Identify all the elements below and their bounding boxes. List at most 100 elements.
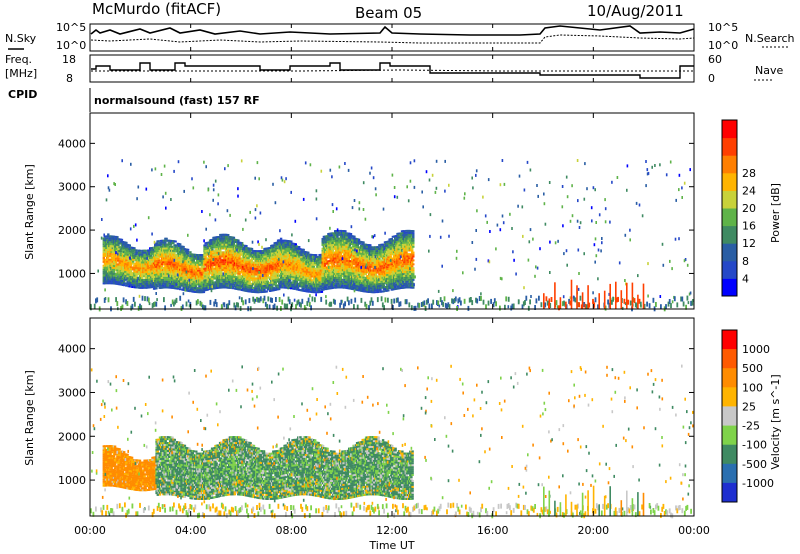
- power-cell: [324, 247, 328, 250]
- power-cell: [346, 265, 349, 268]
- power-cell: [213, 261, 216, 264]
- power-cell: [358, 242, 362, 245]
- power-cell: [157, 255, 160, 258]
- power-cell: [191, 267, 194, 270]
- power-cell: [108, 254, 111, 257]
- power-cell: [305, 265, 309, 268]
- power-cell: [300, 254, 303, 257]
- power-cell: [211, 279, 214, 282]
- power-cell: [242, 256, 246, 259]
- power-cell: [346, 281, 349, 284]
- power-cell: [157, 240, 160, 243]
- power-cell: [110, 254, 113, 257]
- power-cell: [164, 241, 167, 244]
- power-cell: [171, 245, 174, 248]
- power-cell: [355, 255, 358, 258]
- power-cell: [305, 253, 309, 256]
- power-cell: [157, 281, 160, 284]
- power-cell: [106, 237, 109, 240]
- power-cell: [288, 261, 292, 264]
- power-cell: [324, 252, 328, 255]
- power-cell: [287, 275, 291, 278]
- power-cell: [273, 261, 276, 264]
- power-cell: [125, 247, 128, 250]
- power-cell: [250, 284, 254, 287]
- power-cell: [172, 285, 175, 287]
- power-cell: [324, 266, 328, 269]
- power-cell: [154, 281, 157, 284]
- power-cell: [191, 265, 194, 268]
- power-cell: [268, 256, 272, 259]
- power-cell: [308, 271, 311, 274]
- power-cell: [199, 263, 202, 266]
- power-cell: [174, 256, 177, 259]
- power-cell: [206, 257, 209, 260]
- power-cell: [213, 254, 216, 257]
- power-cell: [319, 287, 322, 290]
- power-cell: [157, 277, 160, 280]
- nsearch-tick-top: 10^5: [708, 21, 738, 34]
- power-cell: [174, 240, 177, 243]
- power-cell: [287, 269, 291, 272]
- power-cell: [328, 275, 331, 278]
- power-cell: [174, 267, 177, 270]
- power-cell: [268, 276, 272, 279]
- power-cell: [125, 265, 128, 268]
- power-cell: [336, 265, 339, 268]
- power-cell: [213, 285, 216, 288]
- power-cell: [324, 272, 328, 275]
- power-cell: [108, 272, 111, 275]
- power-cell: [251, 290, 255, 293]
- power-cell: [347, 258, 350, 260]
- power-cell: [251, 255, 255, 258]
- power-cell: [288, 255, 292, 258]
- power-cell: [251, 279, 255, 282]
- power-cell: [358, 264, 362, 267]
- power-cell: [357, 238, 361, 241]
- power-cell: [288, 246, 292, 249]
- power-cell: [265, 290, 268, 293]
- power-cell: [117, 263, 120, 266]
- power-cell: [167, 257, 170, 260]
- power-cell: [346, 242, 349, 245]
- power-cell: [218, 280, 221, 283]
- power-cell: [125, 278, 128, 281]
- power-cell: [167, 243, 170, 246]
- power-cell: [299, 267, 302, 270]
- power-cell: [324, 245, 328, 248]
- power-cell: [285, 273, 288, 276]
- power-cell: [238, 255, 241, 258]
- power-cell: [191, 288, 194, 291]
- power-cell: [231, 287, 234, 290]
- power-cell: [102, 257, 105, 259]
- power-cell: [199, 287, 202, 290]
- power-cell: [230, 246, 233, 249]
- power-cell: [324, 280, 328, 283]
- power-cell: [128, 248, 131, 251]
- power-cell: [296, 249, 300, 252]
- power-cell: [159, 251, 163, 254]
- power-cell: [346, 261, 349, 264]
- power-cell: [229, 263, 232, 266]
- power-cell: [299, 248, 302, 251]
- power-cell: [119, 250, 122, 253]
- power-cell: [135, 282, 138, 285]
- power-cell: [147, 276, 151, 279]
- power-cell: [230, 257, 233, 260]
- power-cell: [253, 255, 256, 258]
- power-cell: [256, 265, 259, 268]
- power-cell: [119, 252, 122, 255]
- power-cell: [305, 270, 309, 273]
- power-cell: [340, 284, 344, 287]
- power-cell: [336, 272, 339, 275]
- power-cell: [213, 238, 216, 241]
- power-cell: [115, 261, 118, 264]
- power-cell: [213, 250, 216, 253]
- power-cell: [157, 269, 160, 272]
- power-cell: [308, 282, 311, 285]
- power-cell: [191, 280, 194, 283]
- power-cell: [251, 287, 255, 289]
- power-cell: [353, 274, 356, 277]
- power-cell: [290, 287, 293, 290]
- power-cell: [346, 244, 349, 247]
